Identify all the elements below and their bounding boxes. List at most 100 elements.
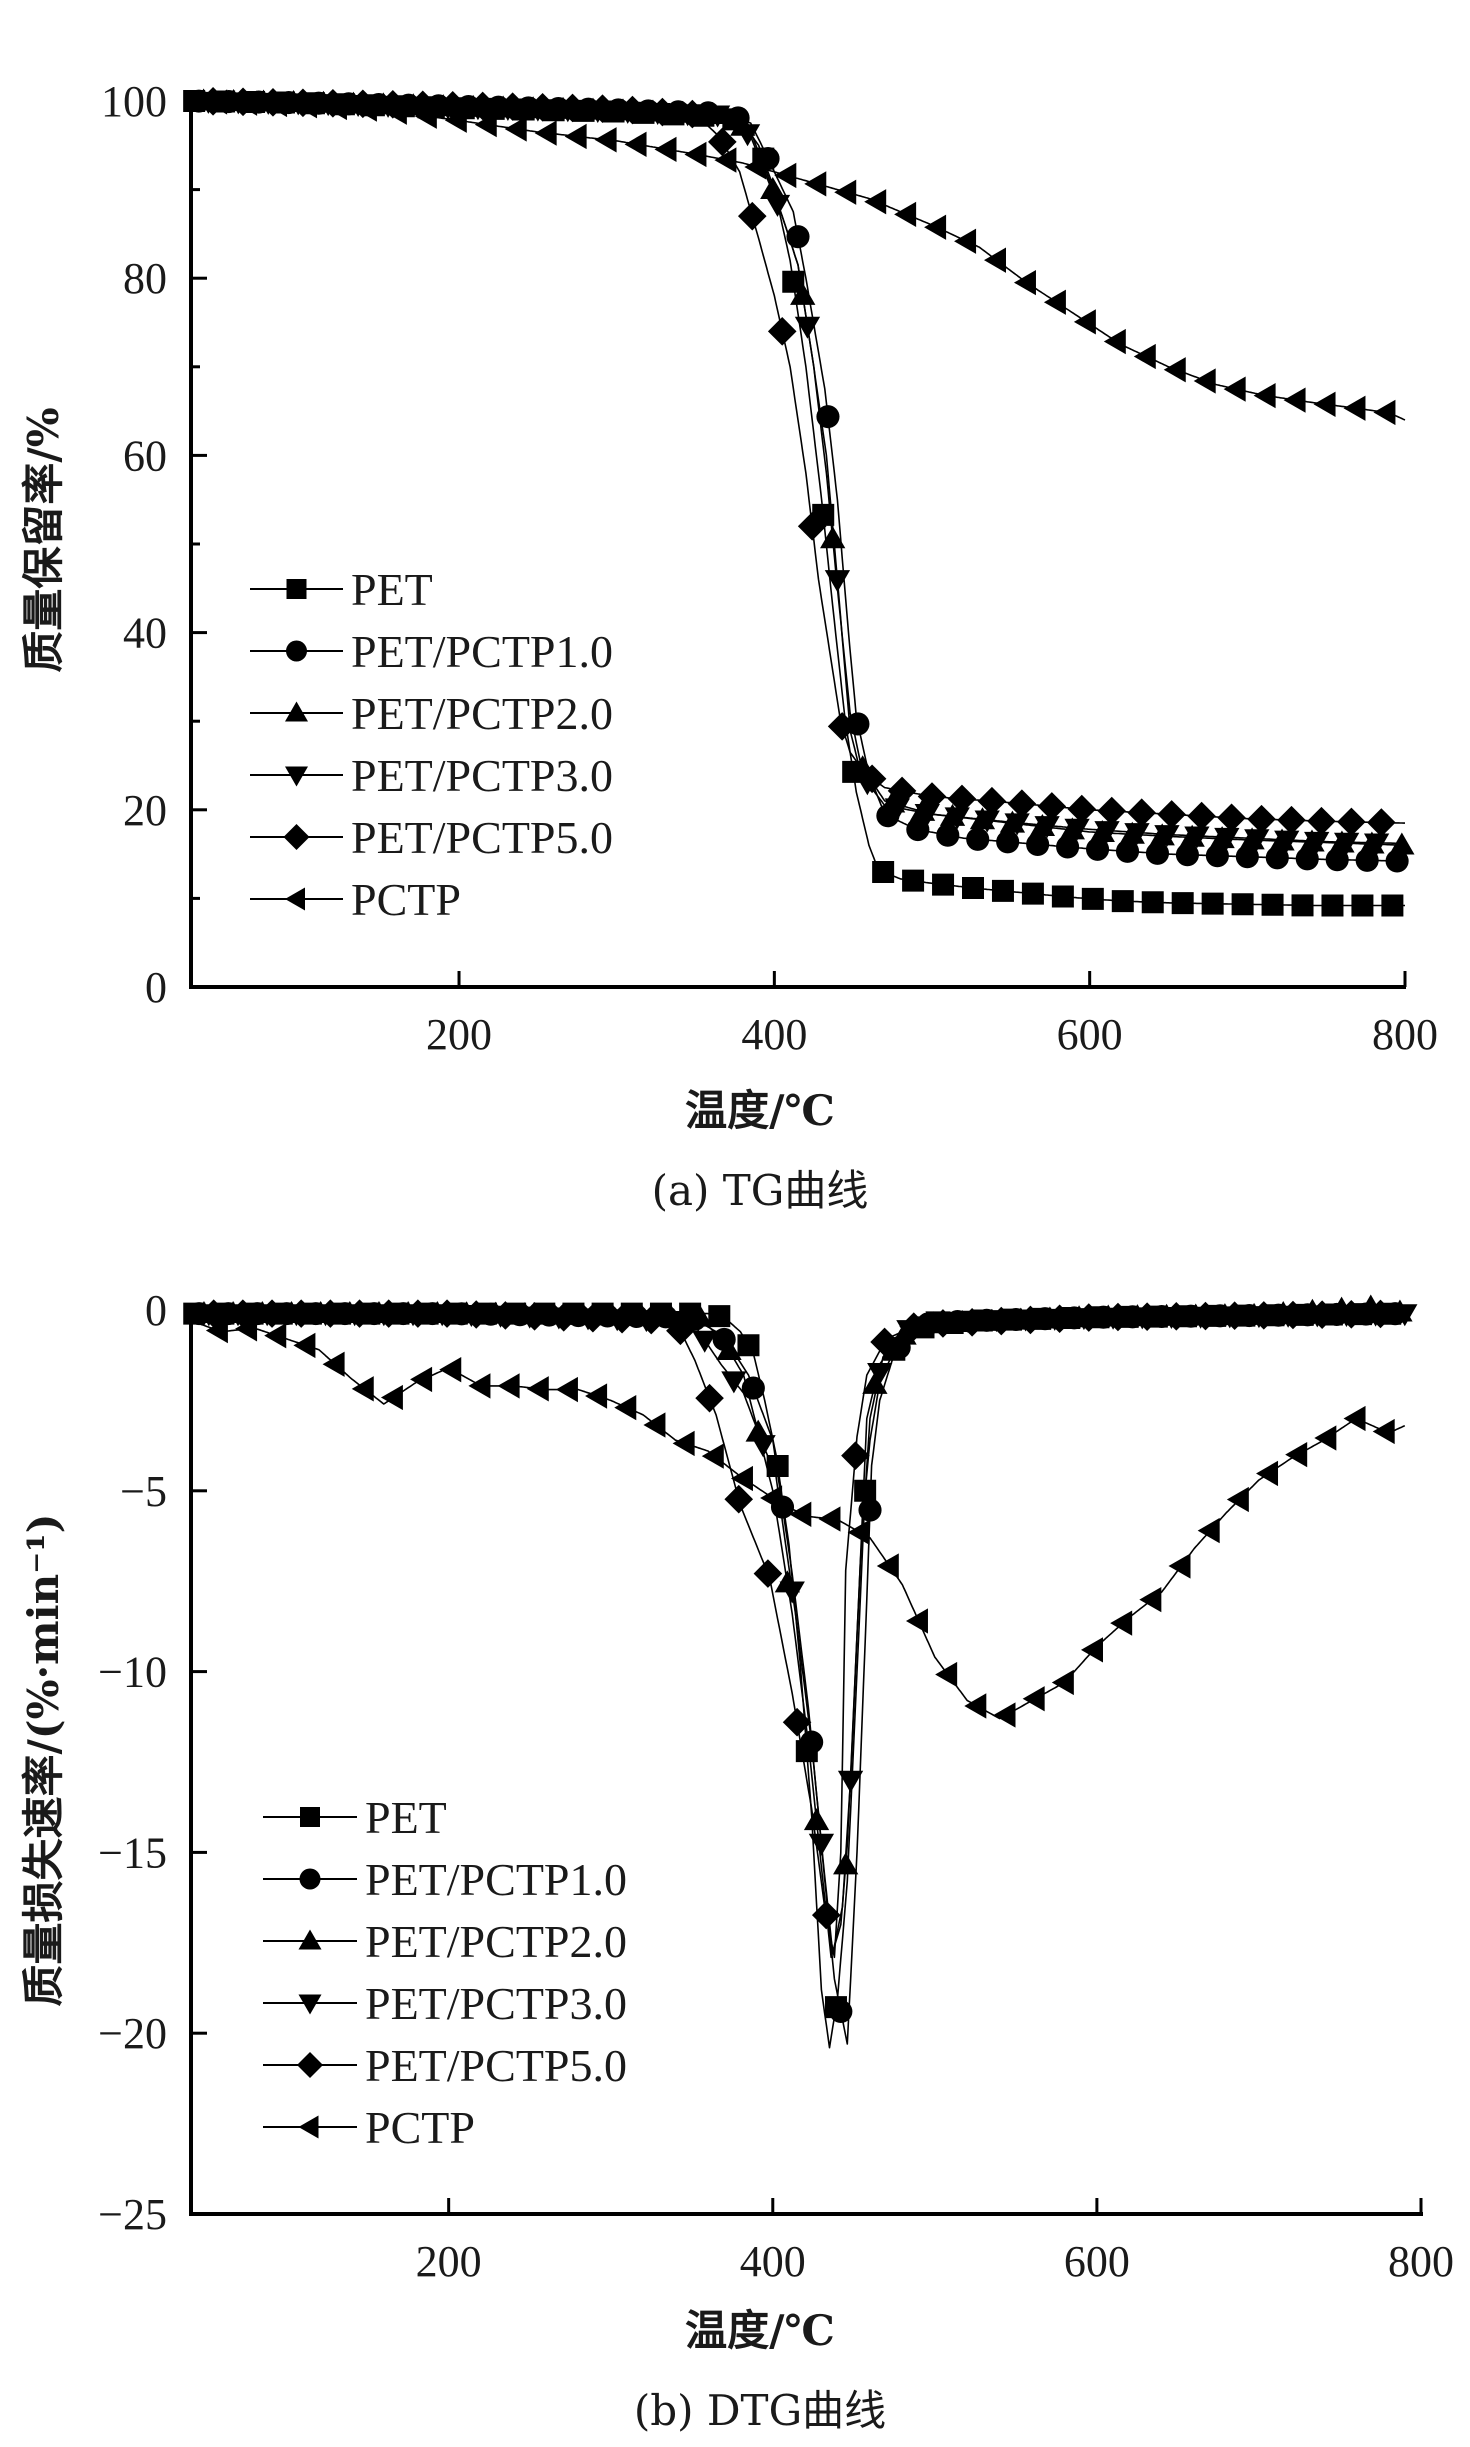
marker-pet-pctp5-0 bbox=[199, 1299, 228, 1328]
marker-pet-pctp5-0 bbox=[870, 1327, 899, 1357]
x-tick-label: 600 bbox=[1064, 2237, 1130, 2286]
marker-pctp bbox=[1253, 382, 1276, 409]
marker-pctp bbox=[534, 120, 557, 146]
marker-pctp bbox=[235, 90, 258, 116]
legend-marker-triangle-down-icon bbox=[285, 766, 308, 787]
dtg-axes bbox=[189, 1306, 1423, 2216]
marker-pet-pctp3-0 bbox=[1034, 816, 1060, 839]
y-tick-label: 80 bbox=[123, 254, 167, 303]
marker-pet-pctp5-0 bbox=[1278, 1300, 1308, 1330]
marker-pctp bbox=[993, 1702, 1016, 1728]
marker-pet-pctp5-0 bbox=[316, 1299, 345, 1328]
marker-pctp bbox=[205, 89, 228, 115]
marker-pet bbox=[1141, 891, 1164, 914]
marker-pet-pctp5-0 bbox=[708, 127, 737, 157]
marker-pet-pctp5-0 bbox=[491, 1301, 520, 1330]
x-tick-label: 400 bbox=[740, 2237, 806, 2286]
series-pctp bbox=[190, 89, 1406, 426]
marker-pctp bbox=[526, 1376, 549, 1402]
legend-label: PET/PCTP5.0 bbox=[351, 812, 613, 863]
marker-pctp bbox=[1043, 289, 1066, 315]
marker-pet-pctp5-0 bbox=[498, 92, 527, 121]
marker-pet-pctp5-0 bbox=[1220, 1301, 1249, 1330]
marker-pet-pctp5-0 bbox=[947, 784, 977, 814]
marker-pet-pctp5-0 bbox=[1103, 1302, 1133, 1332]
marker-pet-pctp5-0 bbox=[1249, 1301, 1279, 1330]
marker-pet-pctp1-0 bbox=[966, 827, 990, 851]
legend-item-pctp: PCTP bbox=[263, 2102, 475, 2153]
marker-pet-pctp3-0 bbox=[1304, 831, 1330, 854]
marker-pet-pctp2-0 bbox=[803, 1808, 830, 1831]
marker-pctp bbox=[847, 1519, 870, 1546]
marker-pet-pctp3-0 bbox=[692, 1330, 718, 1353]
marker-pctp bbox=[265, 91, 288, 118]
dtg-tick-labels: 200 400 600 800 0 −5 −10 −15 −20 −25 bbox=[98, 1286, 1454, 2286]
dtg-caption: (b) DTG曲线 bbox=[634, 2386, 886, 2435]
marker-pet-pctp5-0 bbox=[899, 1312, 929, 1341]
legend-marker-triangle-left-icon bbox=[298, 2115, 319, 2139]
legend-label: PET bbox=[351, 564, 433, 615]
marker-pctp bbox=[324, 94, 347, 121]
marker-pctp bbox=[1197, 1517, 1220, 1544]
marker-pet-pctp5-0 bbox=[588, 94, 617, 123]
marker-pet-pctp3-0 bbox=[1064, 818, 1090, 841]
legend-label: PET/PCTP3.0 bbox=[351, 750, 613, 801]
marker-pet bbox=[1261, 893, 1284, 916]
legend-marker-triangle-up-icon bbox=[285, 701, 308, 722]
marker-pet-pctp3-0 bbox=[721, 1371, 747, 1394]
legend-label: PCTP bbox=[351, 874, 461, 925]
marker-pet-pctp5-0 bbox=[1157, 800, 1186, 829]
marker-pet-pctp3-0 bbox=[914, 803, 940, 826]
marker-pet bbox=[1051, 885, 1074, 908]
marker-pctp bbox=[1313, 391, 1336, 417]
marker-pctp bbox=[701, 1443, 724, 1469]
legend-marker-triangle-down-icon bbox=[298, 1994, 322, 2015]
marker-pet-pctp5-0 bbox=[986, 1306, 1016, 1336]
marker-pctp bbox=[1163, 357, 1186, 383]
marker-pet-pctp5-0 bbox=[737, 201, 767, 231]
marker-pet bbox=[1231, 893, 1254, 916]
marker-pet-pctp5-0 bbox=[1277, 805, 1306, 835]
marker-pet-pctp5-0 bbox=[607, 1304, 637, 1334]
series-pet-pctp5-0 bbox=[191, 1299, 1405, 1959]
marker-pctp bbox=[864, 189, 887, 215]
marker-pet bbox=[902, 869, 925, 892]
tg-tick-labels: 200 400 600 800 0 20 40 60 80 100 bbox=[101, 77, 1438, 1059]
marker-pctp bbox=[834, 179, 857, 205]
marker-pet-pctp5-0 bbox=[1045, 1304, 1074, 1334]
legend-item-pet-pctp5-0: PET/PCTP5.0 bbox=[250, 812, 613, 863]
y-tick-label: −10 bbox=[98, 1648, 167, 1697]
marker-pet-pctp5-0 bbox=[1007, 789, 1037, 819]
marker-pet-pctp3-0 bbox=[944, 807, 970, 830]
series-pet-pctp2-0 bbox=[190, 88, 1415, 855]
marker-pet-pctp5-0 bbox=[1161, 1302, 1191, 1331]
marker-pctp bbox=[264, 1323, 287, 1349]
marker-pet-pctp3-0 bbox=[794, 316, 821, 339]
marker-pet-pctp5-0 bbox=[432, 1299, 462, 1328]
tg-caption: (a) TG曲线 bbox=[652, 1166, 869, 1215]
marker-pet-pctp5-0 bbox=[928, 1309, 958, 1338]
marker-pet-pctp3-0 bbox=[824, 570, 851, 593]
marker-pctp bbox=[468, 1373, 491, 1399]
marker-pet-pctp1-0 bbox=[786, 225, 810, 249]
marker-pctp bbox=[1256, 1460, 1279, 1487]
marker-pctp bbox=[1314, 1425, 1337, 1451]
legend-label: PET/PCTP1.0 bbox=[365, 1854, 627, 1905]
marker-pet-pctp5-0 bbox=[1307, 1300, 1337, 1329]
marker-pet-pctp5-0 bbox=[917, 782, 947, 811]
marker-pet bbox=[1321, 894, 1344, 917]
marker-pet bbox=[1201, 892, 1224, 915]
marker-pet bbox=[766, 1454, 789, 1477]
marker-pet-pctp5-0 bbox=[286, 1299, 316, 1328]
marker-pet-pctp5-0 bbox=[1067, 794, 1097, 824]
y-tick-label: 40 bbox=[123, 609, 167, 658]
marker-pctp bbox=[564, 123, 587, 150]
marker-pctp bbox=[1373, 399, 1396, 426]
marker-pet bbox=[1291, 894, 1314, 917]
marker-pet-pctp5-0 bbox=[345, 1299, 374, 1328]
x-tick-label: 600 bbox=[1057, 1010, 1123, 1059]
marker-pctp bbox=[585, 1383, 608, 1409]
marker-pet-pctp5-0 bbox=[887, 776, 917, 806]
marker-pet bbox=[1021, 882, 1044, 905]
marker-pet-pctp5-0 bbox=[1191, 1301, 1220, 1331]
